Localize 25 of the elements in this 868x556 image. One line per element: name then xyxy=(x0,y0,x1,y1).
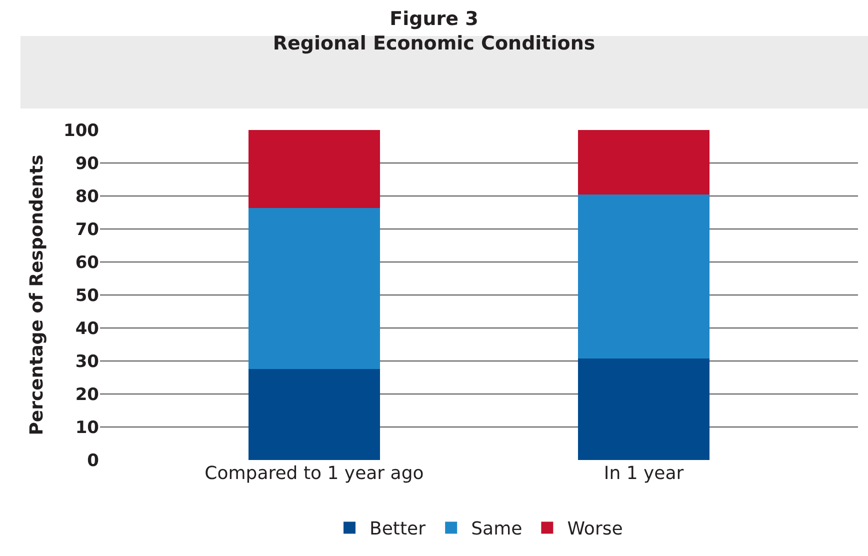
y-tick-label: 0 xyxy=(87,450,100,471)
bar xyxy=(578,358,710,460)
y-tick-label: 90 xyxy=(75,154,100,174)
chart-title: Figure 3 xyxy=(390,8,478,30)
bar xyxy=(578,130,710,195)
legend-label: Worse xyxy=(567,518,623,540)
y-tick-label: 50 xyxy=(75,286,100,306)
x-tick-label: Compared to 1 year ago xyxy=(204,463,424,484)
chart-subtitle: Regional Economic Conditions xyxy=(272,32,596,55)
y-tick-label: 10 xyxy=(75,418,100,438)
y-tick-label: 60 xyxy=(75,252,100,273)
y-tick-label: 100 xyxy=(64,120,100,141)
bar xyxy=(248,208,380,369)
bar xyxy=(248,368,380,460)
legend-label: Better xyxy=(370,518,426,540)
y-tick-label: 30 xyxy=(75,352,100,372)
bar xyxy=(578,194,710,359)
y-tick-label: 40 xyxy=(75,318,100,339)
y-tick-label: 70 xyxy=(75,220,100,240)
x-tick-label: In 1 year xyxy=(604,463,684,484)
y-axis-title: Percentage of Respondents xyxy=(26,154,48,436)
y-tick-label: 20 xyxy=(75,384,100,405)
bar xyxy=(248,130,380,208)
legend-label: Same xyxy=(471,518,522,540)
y-tick-label: 80 xyxy=(75,186,100,207)
